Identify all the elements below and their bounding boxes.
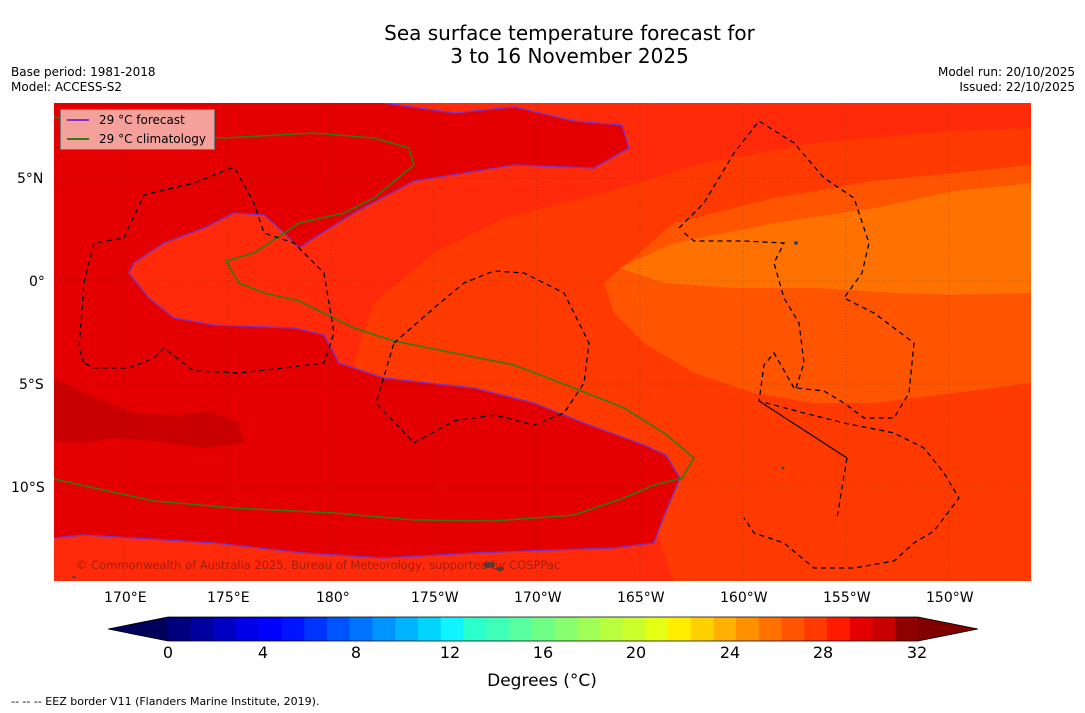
colorbar-swatch [690,617,714,641]
colorbar-extend-low [108,617,168,641]
eez-border-solid [758,400,848,459]
legend-forecast: 29 °C forecast [67,112,185,128]
forecast-contour [54,103,681,559]
legend-forecast-swatch [67,119,89,121]
title-line-1: Sea surface temperature forecast for [384,21,755,45]
lon-tick-155w: 155°W [823,590,871,606]
lat-tick-5s: 5°S [19,377,44,393]
map-legend: 29 °C forecast 29 °C climatology [60,109,215,150]
islands [72,241,798,579]
lon-tick-165w: 165°W [617,590,665,606]
legend-forecast-label: 29 °C forecast [99,113,185,127]
colorbar-swatch [758,617,783,641]
colorbar-extend-high [918,617,978,641]
colorbar-swatch [531,617,555,641]
colorbar-swatch [418,617,442,641]
colorbar-tick-20: 20 [625,643,647,662]
colorbar-swatch [372,617,396,641]
colorbar-swatch [827,617,851,641]
climatology-contour [54,116,696,522]
eez-footnote: -- -- -- EEZ border V11 (Flanders Marine… [11,695,320,708]
colorbar-outline [108,616,978,642]
sst-field-30 [54,378,244,448]
colorbar-swatch [213,617,237,641]
colorbar-swatch [849,617,874,641]
colorbar-tick-12: 12 [439,643,461,662]
colorbar-tick-4: 4 [257,643,269,662]
island [781,466,785,470]
lon-tick-180: 180° [316,590,350,606]
colorbar-swatch [236,617,260,641]
lat-tick-5n: 5°N [17,171,44,187]
lon-tick-170w: 170°W [514,590,562,606]
issued-date: Issued: 22/10/2025 [959,80,1075,94]
colorbar-swatch [281,617,305,641]
colorbar-swatch [190,617,214,641]
colorbar-swatch [599,617,624,641]
colorbar-tick-16: 16 [532,643,554,662]
colorbar-swatch [668,617,692,641]
colorbar-label: Degrees (°C) [487,671,597,691]
lat-tick-0: 0° [29,274,45,290]
colorbar-swatch [577,617,601,641]
base-period: Base period: 1981-2018 [11,65,156,79]
graticule [54,103,1031,581]
colorbar-swatch [872,617,896,641]
eez-border-dashed [836,457,848,519]
sst-field-26 [604,165,1031,403]
colorbar-tick-8: 8 [350,643,362,662]
colorbar-tick-32: 32 [906,643,928,662]
island [794,241,798,245]
colorbar-tick-24: 24 [719,643,741,662]
legend-climatology-label: 29 °C climatology [99,132,207,146]
colorbar-swatch [349,617,374,641]
colorbar-swatch [645,617,669,641]
lon-tick-170e: 170°E [104,590,147,606]
colorbar-swatch [258,617,283,641]
colorbar-swatch [508,617,533,641]
colorbar-swatch [736,617,760,641]
legend-climatology-swatch [67,138,89,140]
sst-map: © Commonwealth of Australia 2025, Bureau… [54,103,1031,581]
lon-tick-175w: 175°W [411,590,459,606]
colorbar-swatch [463,617,487,641]
colorbar-swatch [713,617,737,641]
title-line-2: 3 to 16 November 2025 [450,44,689,68]
colorbar-swatch [395,617,419,641]
colorbar-swatch [895,617,919,641]
colorbar-swatch [554,617,578,641]
colorbar-tick-28: 28 [812,643,834,662]
island [496,567,504,571]
lon-tick-160w: 160°W [720,590,768,606]
lon-tick-175e: 175°E [207,590,250,606]
colorbar-swatch [486,617,510,641]
colorbar-swatch [622,617,646,641]
sst-field-25 [619,183,1031,295]
model-name: Model: ACCESS-S2 [11,80,123,94]
colorbar-swatch [440,617,464,641]
colorbar-swatch [781,617,805,641]
copyright-text: © Commonwealth of Australia 2025, Bureau… [76,558,560,572]
colorbar-swatch [168,617,192,641]
colorbar-tick-0: 0 [162,643,174,662]
colorbar-swatch [304,617,328,641]
colorbar [108,616,978,642]
lon-tick-150w: 150°W [926,590,974,606]
sst-field-28-pocket [144,241,336,329]
island [483,562,495,568]
legend-climatology: 29 °C climatology [67,131,206,147]
eez-borders [78,120,960,569]
model-run: Model run: 20/10/2025 [937,65,1075,79]
colorbar-swatch [327,617,351,641]
island [72,575,76,579]
lat-tick-10s: 10°S [11,480,45,496]
colorbar-swatch [804,617,828,641]
